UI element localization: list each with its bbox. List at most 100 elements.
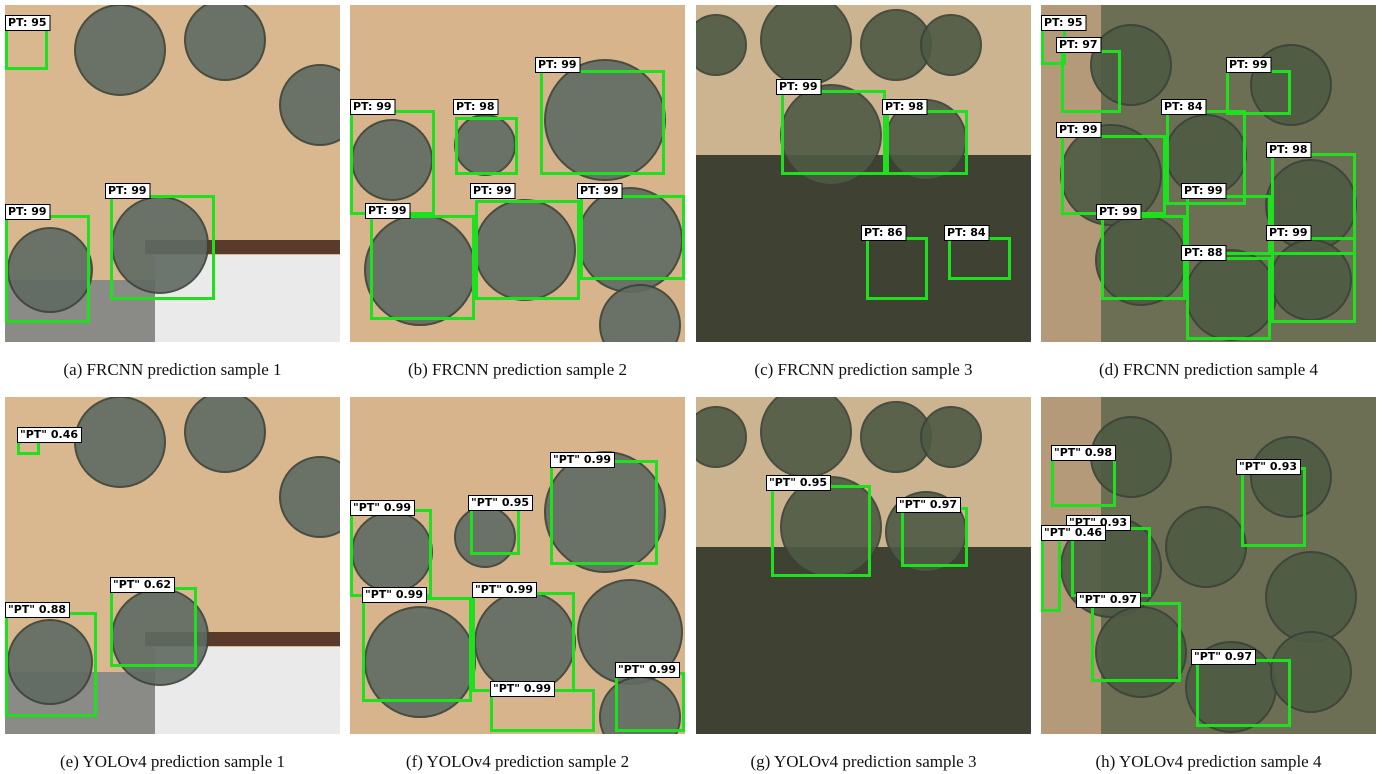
caption: (g) YOLOv4 prediction sample 3 xyxy=(751,752,977,771)
box-label: "PT" 0.88 xyxy=(8,603,66,616)
palm-tree xyxy=(578,188,682,292)
palm-tree xyxy=(8,228,92,312)
box-label: PT: 99 xyxy=(1099,205,1138,218)
palm-tree xyxy=(1251,437,1331,517)
caption: (c) FRCNN prediction sample 3 xyxy=(754,360,972,379)
palm-tree xyxy=(781,85,881,185)
box-label: PT: 99 xyxy=(1184,184,1223,197)
palm-tree xyxy=(1096,215,1186,305)
palm-tree xyxy=(921,407,981,467)
box-label: PT: 99 xyxy=(580,184,619,197)
box-label: "PT" 0.95 xyxy=(769,476,827,489)
palm-tree xyxy=(600,285,680,365)
box-label: "PT" 0.97 xyxy=(899,498,957,511)
palm-tree xyxy=(545,452,665,572)
box-label: PT: 99 xyxy=(368,204,407,217)
caption: (b) FRCNN prediction sample 2 xyxy=(408,360,627,379)
palm-tree xyxy=(686,15,746,75)
palm-tree xyxy=(1266,552,1356,642)
box-label: "PT" 0.97 xyxy=(1194,650,1252,663)
palm-tree xyxy=(280,457,360,537)
palm-tree xyxy=(761,0,851,85)
panel: "PT" 0.98"PT" 0.93"PT" 0.93"PT" 0.46"PT"… xyxy=(1041,397,1376,734)
aerial-image: PT: 95 PT: 97 PT: 99 PT: 84 PT: 99 PT: 98 PT: … xyxy=(1041,5,1376,342)
palm-tree xyxy=(280,65,360,145)
terrain xyxy=(696,155,1031,342)
box-label: PT: 99 xyxy=(538,58,577,71)
palm-tree xyxy=(686,407,746,467)
aerial-image: PT: 99 PT: 99 PT: 98 PT: 99 PT: 99 PT: 99 xyxy=(350,5,685,365)
box-label: "PT" 0.99 xyxy=(618,663,676,676)
aerial-image: "PT" 0.95 "PT" 0.97 xyxy=(686,387,1031,734)
box-label: PT: 98 xyxy=(885,100,924,113)
box-label: PT: 99 xyxy=(473,184,512,197)
box-label: "PT" 0.99 xyxy=(493,682,551,695)
palm-tree xyxy=(185,392,265,472)
palm-tree xyxy=(352,120,432,200)
palm-tree xyxy=(352,512,432,592)
box-label: PT: 99 xyxy=(779,80,818,93)
box-label: "PT" 0.97 xyxy=(1079,593,1137,606)
box-label: PT: 97 xyxy=(1059,38,1098,51)
caption: (f) YOLOv4 prediction sample 2 xyxy=(406,752,629,771)
figure: PT: 95 PT: 99 PT: 99 (a) FRCNN prediction s… xyxy=(0,0,1383,774)
palm-tree xyxy=(112,197,208,293)
palm-tree xyxy=(455,507,515,567)
box-label: "PT" 0.99 xyxy=(365,588,423,601)
palm-tree xyxy=(1096,607,1186,697)
box-label: PT: 95 xyxy=(1044,16,1083,29)
box-label: PT: 84 xyxy=(1164,100,1203,113)
aerial-image: "PT" 0.98"PT" 0.93"PT" 0.93"PT" 0.46"PT"… xyxy=(1041,397,1376,734)
box-label: "PT" 0.62 xyxy=(113,578,171,591)
panel: PT: 99 PT: 98 PT: 86 PT: 84 xyxy=(686,0,1031,342)
caption: (e) YOLOv4 prediction sample 1 xyxy=(60,752,285,771)
box-label: "PT" 0.99 xyxy=(553,453,611,466)
box-label: PT: 88 xyxy=(1184,246,1223,259)
palm-tree xyxy=(1186,250,1276,340)
box-label: PT: 99 xyxy=(8,205,47,218)
box-label: "PT" 0.46 xyxy=(20,428,78,441)
box-label: PT: 99 xyxy=(108,184,147,197)
palm-tree xyxy=(75,5,165,95)
palm-tree xyxy=(475,200,575,300)
caption: (h) YOLOv4 prediction sample 4 xyxy=(1096,752,1322,771)
palm-tree xyxy=(1166,507,1246,587)
box-label: PT: 99 xyxy=(1269,226,1308,239)
palm-tree xyxy=(545,60,665,180)
palm-tree xyxy=(921,15,981,75)
palm-tree xyxy=(112,589,208,685)
panel: "PT" 0.99 "PT" 0.95 "PT" 0.99 "PT" 0.99 "PT"… xyxy=(350,397,685,757)
box-label: "PT" 0.93 xyxy=(1239,460,1297,473)
box-label: "PT" 0.98 xyxy=(1054,446,1112,459)
box-label: PT: 86 xyxy=(864,226,903,239)
box-label: PT: 95 xyxy=(8,16,47,29)
box-label: "PT" 0.99 xyxy=(475,583,533,596)
panel: PT: 99 PT: 99 PT: 98 PT: 99 PT: 99 PT: 99 xyxy=(350,5,685,365)
box-label: PT: 98 xyxy=(1269,143,1308,156)
panel: "PT" 0.95 "PT" 0.97 xyxy=(686,387,1031,734)
palm-tree xyxy=(475,592,575,692)
box-label: PT: 99 xyxy=(1059,123,1098,136)
palm-tree xyxy=(185,0,265,80)
palm-tree xyxy=(1271,632,1351,712)
box-label: PT: 84 xyxy=(947,226,986,239)
caption: (a) FRCNN prediction sample 1 xyxy=(63,360,281,379)
panel: "PT" 0.46 "PT" 0.62 "PT" 0.88 xyxy=(5,392,360,734)
aerial-image: PT: 99 PT: 98 PT: 86 PT: 84 xyxy=(686,0,1031,342)
panel: PT: 95 PT: 97 PT: 99 PT: 84 PT: 99 PT: 98 PT: … xyxy=(1041,5,1376,342)
box-label: PT: 99 xyxy=(1229,58,1268,71)
aerial-image: "PT" 0.46 "PT" 0.62 "PT" 0.88 xyxy=(5,392,360,734)
box-label: "PT" 0.95 xyxy=(471,496,529,509)
palm-tree xyxy=(761,387,851,477)
box-label: PT: 99 xyxy=(353,100,392,113)
palm-tree xyxy=(8,620,92,704)
palm-tree xyxy=(1091,25,1171,105)
box-label: PT: 98 xyxy=(456,100,495,113)
box-label: "PT" 0.46 xyxy=(1044,526,1102,539)
aerial-image: "PT" 0.99 "PT" 0.95 "PT" 0.99 "PT" 0.99 "PT"… xyxy=(350,397,685,757)
caption: (d) FRCNN prediction sample 4 xyxy=(1099,360,1319,379)
palm-tree xyxy=(600,677,680,757)
palm-tree xyxy=(75,397,165,487)
aerial-image: PT: 95 PT: 99 PT: 99 xyxy=(5,0,360,342)
palm-tree xyxy=(365,215,475,325)
